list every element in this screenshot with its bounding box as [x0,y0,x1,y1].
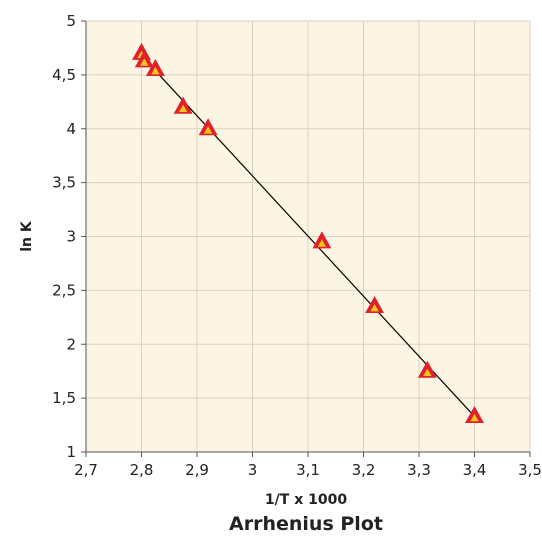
y-axis-title: ln K [19,220,35,252]
x-tick-label: 2,8 [130,461,154,479]
y-tick-label: 2 [66,335,76,353]
marker-inner [423,368,432,377]
y-tick-label: 4 [66,120,76,138]
data-point [145,58,165,76]
marker-inner [470,413,479,422]
x-tick-label: 3,2 [352,461,376,479]
x-tick-label: 3,5 [518,461,542,479]
y-tick-labels: 1 1,5 2 2,5 3 3,5 4 4,5 5 [52,12,76,461]
x-tick-labels: 2,7 2,8 2,9 3 3,1 3,2 3,3 3,4 3,5 [74,461,542,479]
data-points [132,42,484,423]
x-tick-label: 2,9 [185,461,209,479]
x-axis-title: 1/T x 1000 [265,492,347,508]
data-point [198,118,218,136]
x-tick-label: 2,7 [74,461,98,479]
data-point [134,50,154,68]
marker-inner [317,239,327,247]
x-tick-label: 3 [248,461,258,479]
marker-inner [203,126,213,134]
data-point [465,405,484,423]
y-tick-label: 5 [66,12,76,30]
axes [81,20,531,457]
y-tick-label: 1,5 [52,389,76,407]
y-tick-label: 4,5 [52,66,76,84]
trendline-group [143,58,475,417]
data-point [365,296,385,314]
y-tick-label: 2,5 [52,281,76,299]
data-point [312,231,332,249]
marker-inner [178,104,188,113]
marker-inner [140,58,149,66]
y-tick-label: 3 [66,228,76,246]
data-point [417,360,437,378]
y-tick-label: 3,5 [52,174,76,192]
x-tick-label: 3,1 [296,461,320,479]
marker-inner [370,303,379,312]
trendline [143,58,475,417]
x-tick-label: 3,3 [407,461,431,479]
x-tick-label: 3,4 [463,461,487,479]
marker-inner [151,66,160,75]
chart-title: Arrhenius Plot [229,513,383,535]
y-tick-label: 1 [66,443,76,461]
data-point [173,96,193,114]
